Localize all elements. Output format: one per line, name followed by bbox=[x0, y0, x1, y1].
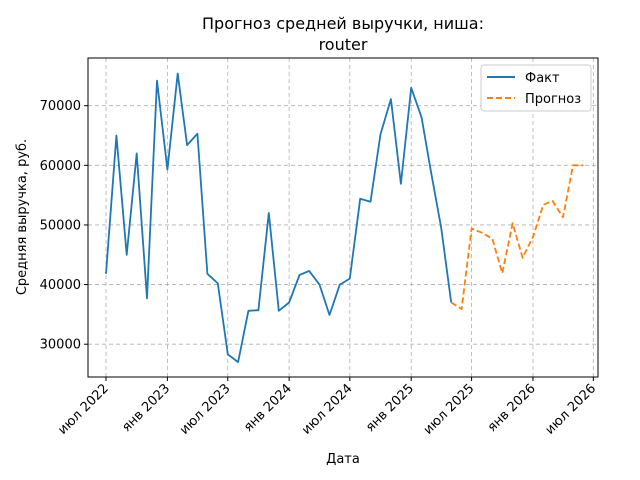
plot-frame bbox=[87, 57, 599, 378]
x-tick-label: июл 2026 bbox=[543, 381, 600, 438]
x-tick-label: янв 2026 bbox=[485, 381, 539, 435]
y-tick-label: 70000 bbox=[40, 99, 81, 114]
series-line-fact bbox=[105, 72, 453, 364]
y-axis-label: Средняя выручка, руб. bbox=[15, 139, 30, 295]
x-tick-label: янв 2024 bbox=[241, 381, 295, 435]
chart-title-line-1: Прогноз средней выручки, ниша: bbox=[202, 14, 484, 33]
legend-label-fact: Факт bbox=[525, 71, 560, 86]
chart-title-line-2: router bbox=[319, 35, 368, 54]
y-tick-label: 50000 bbox=[40, 218, 81, 233]
y-tick-label: 40000 bbox=[40, 278, 81, 293]
legend: Факт Прогноз bbox=[480, 64, 592, 112]
x-tick-label: янв 2023 bbox=[119, 381, 173, 435]
series-lines bbox=[105, 72, 584, 364]
y-tick-label: 30000 bbox=[40, 338, 81, 353]
x-tick-label: июл 2022 bbox=[55, 381, 112, 438]
x-axis-label: Дата bbox=[326, 452, 360, 467]
y-tick-label: 60000 bbox=[40, 159, 81, 174]
x-tick-label: янв 2025 bbox=[363, 381, 417, 435]
x-tick-label: июл 2023 bbox=[177, 381, 234, 438]
x-tick-label: июл 2025 bbox=[421, 381, 478, 438]
x-tick-label: июл 2024 bbox=[299, 381, 356, 438]
grid-lines bbox=[88, 58, 598, 377]
series-line-forecast bbox=[450, 164, 584, 310]
legend-label-forecast: Прогноз bbox=[525, 92, 581, 107]
